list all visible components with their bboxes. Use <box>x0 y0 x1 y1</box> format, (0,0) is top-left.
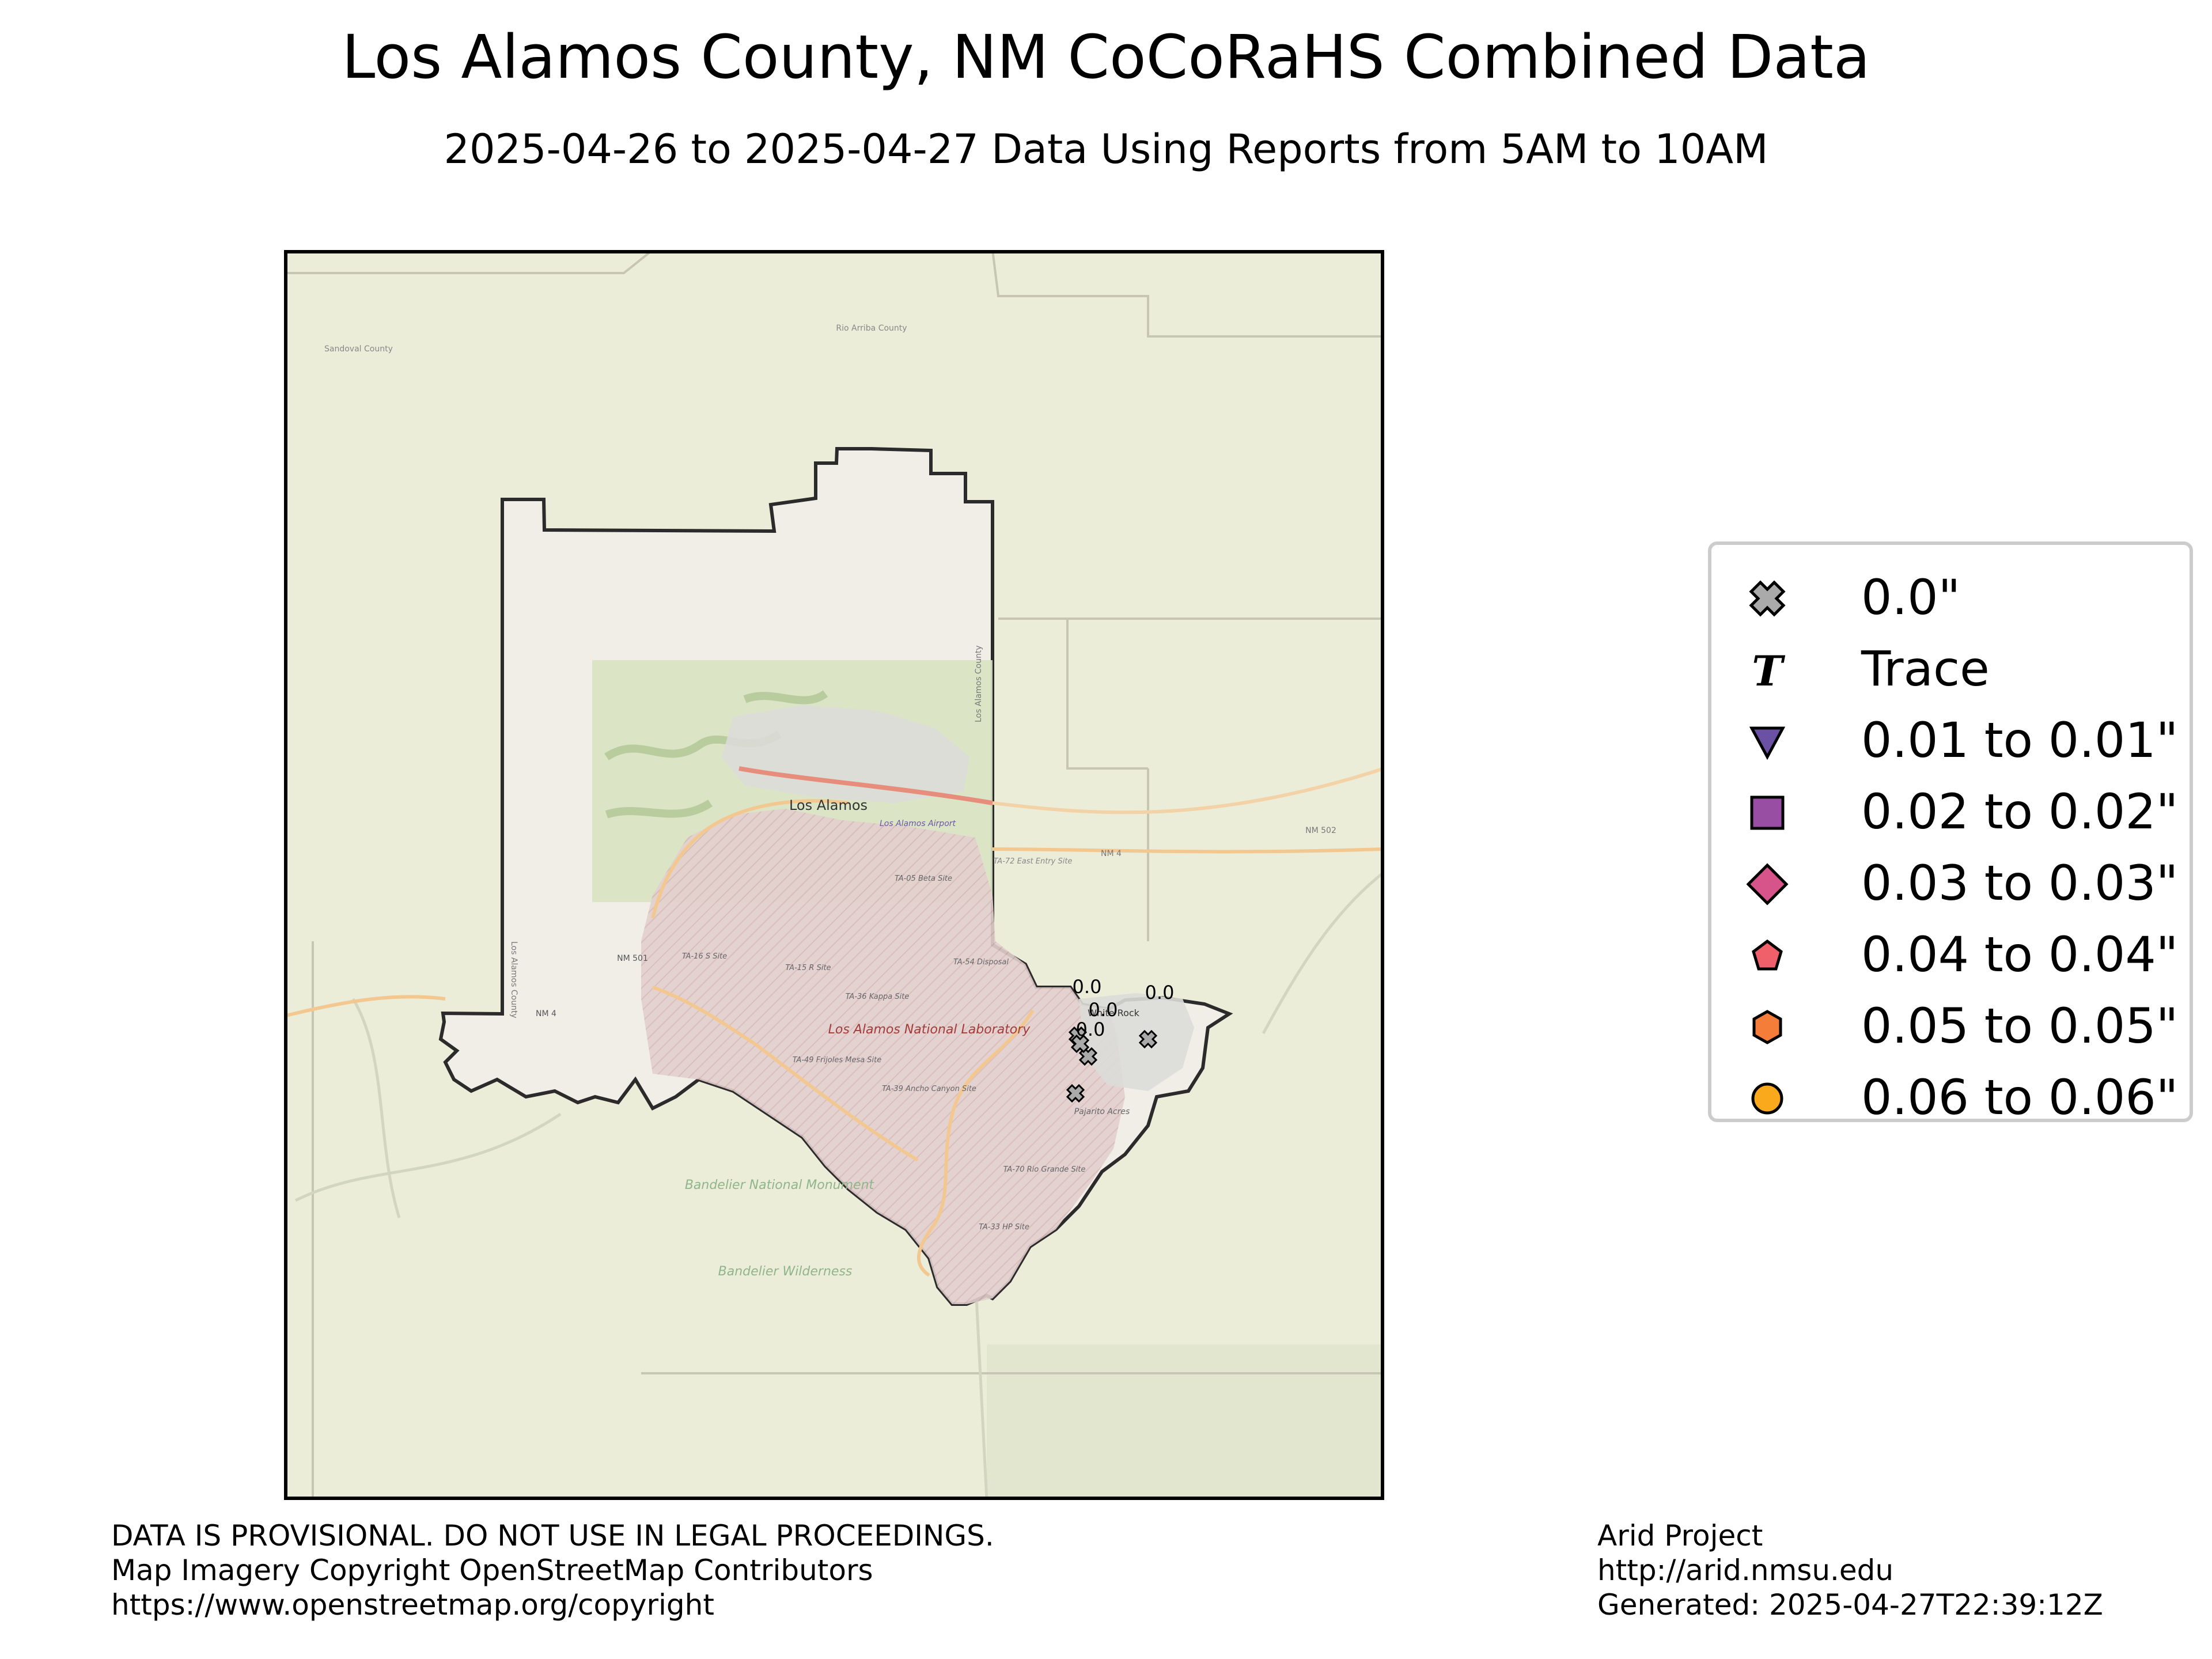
chart-title: Los Alamos County, NM CoCoRaHS Combined … <box>342 22 1870 92</box>
place-label-county-right: Los Alamos County <box>974 645 983 722</box>
place-label-white-rock: White Rock <box>1088 1007 1140 1018</box>
footer-disclaimer: DATA IS PROVISIONAL. DO NOT USE IN LEGAL… <box>111 1518 994 1622</box>
legend-item: 0.04 to 0.04" <box>1711 919 2190 991</box>
legend-label: 0.0" <box>1861 569 1961 626</box>
circle-icon <box>1751 1082 1783 1115</box>
triangle-down-icon <box>1749 726 1786 760</box>
legend-item: 0.0" <box>1711 562 2190 634</box>
x-marker-icon <box>1749 580 1786 617</box>
station-label: 0.0 <box>1073 976 1102 998</box>
legend-label: 0.03 to 0.03" <box>1861 855 2179 911</box>
station-marker[interactable] <box>1066 1084 1085 1103</box>
station-label: 0.0 <box>1076 1018 1105 1040</box>
road-highway <box>738 766 993 805</box>
place-label-ta39: TA-39 Ancho Canyon Site <box>882 1085 976 1093</box>
pentagon-icon <box>1752 939 1783 971</box>
place-label-ta70: TA-70 Rio Grande Site <box>1003 1165 1086 1174</box>
town-area <box>722 705 969 803</box>
place-label-nm4-b: NM 4 <box>1101 849 1122 858</box>
place-label-nm4-a: NM 4 <box>536 1009 556 1018</box>
place-label-ta33: TA-33 HP Site <box>979 1223 1029 1232</box>
place-label-lab: Los Alamos National Laboratory <box>828 1022 1031 1037</box>
stream-lines <box>294 871 1384 1500</box>
place-label-rio-arriba: Rio Arriba County <box>836 324 907 333</box>
place-label-ta36: TA-36 Kappa Site <box>846 993 910 1001</box>
station-marker[interactable] <box>1138 1029 1158 1049</box>
road-nm501 <box>651 799 849 919</box>
legend: 0.0" T Trace 0.01 to 0.01" 0.02 to 0.02"… <box>1708 541 2193 1126</box>
place-label-nm501: NM 501 <box>617 954 648 963</box>
place-label-pajarito: Pajarito Acres <box>1074 1107 1130 1116</box>
place-label-ta15: TA-15 R Site <box>785 964 831 972</box>
legend-label: Trace <box>1861 641 1990 697</box>
footer-line: Map Imagery Copyright OpenStreetMap Cont… <box>111 1554 873 1587</box>
footer-line: Arid Project <box>1597 1519 1763 1552</box>
lab-area[interactable] <box>641 809 1125 1304</box>
legend-label: 0.01 to 0.01" <box>1861 712 2179 768</box>
terrain-shade <box>987 1344 1384 1500</box>
footer-credits: Arid Project http://arid.nmsu.edu Genera… <box>1597 1518 2103 1622</box>
place-label-bandelier-monument: Bandelier National Monument <box>685 1178 875 1192</box>
legend-label: 0.02 to 0.02" <box>1861 783 2179 840</box>
white-rock-area <box>1079 993 1194 1091</box>
footer-line: DATA IS PROVISIONAL. DO NOT USE IN LEGAL… <box>111 1519 994 1552</box>
place-label-los-alamos: Los Alamos <box>789 797 868 813</box>
place-label-ta16: TA-16 S Site <box>682 952 727 961</box>
trace-t-icon: T <box>1752 649 1785 691</box>
legend-label: 0.06 to 0.06" <box>1861 1069 2179 1126</box>
road-nm502 <box>992 767 1384 815</box>
place-label-county-left: Los Alamos County <box>509 941 518 1018</box>
place-label-ta49: TA-49 Frijoles Mesa Site <box>793 1056 882 1065</box>
legend-item: 0.05 to 0.05" <box>1711 991 2190 1062</box>
place-label-sandoval: Sandoval County <box>324 344 393 354</box>
station-label: 0.0 <box>1145 982 1175 1003</box>
station-marker[interactable] <box>1070 1034 1090 1054</box>
legend-label: 0.05 to 0.05" <box>1861 998 2179 1054</box>
place-label-airport: Los Alamos Airport <box>880 819 956 828</box>
map-border <box>284 250 1384 1500</box>
place-label-ta72: TA-72 East Entry Site <box>994 857 1073 866</box>
station-label: 0.0 <box>1089 999 1118 1021</box>
svg-text:T: T <box>1752 649 1785 691</box>
chart-subtitle: 2025-04-26 to 2025-04-27 Data Using Repo… <box>444 126 1768 173</box>
place-label-ta54: TA-54 Disposal <box>953 958 1009 967</box>
diamond-icon <box>1746 863 1789 906</box>
legend-item: 0.06 to 0.06" <box>1711 1062 2190 1134</box>
place-label-bandelier-wilderness: Bandelier Wilderness <box>718 1264 853 1279</box>
place-label-ta05: TA-05 Beta Site <box>895 874 952 883</box>
legend-item: 0.02 to 0.02" <box>1711 777 2190 848</box>
place-label-nm502: NM 502 <box>1305 826 1336 835</box>
footer-line: Generated: 2025-04-27T22:39:12Z <box>1597 1588 2103 1622</box>
legend-label: 0.04 to 0.04" <box>1861 926 2179 983</box>
legend-item: 0.03 to 0.03" <box>1711 848 2190 919</box>
footer-line: https://www.openstreetmap.org/copyright <box>111 1588 714 1622</box>
map-canvas[interactable]: Los Alamos Los Alamos Airport Los Alamos… <box>284 250 1384 1500</box>
road-lab <box>917 1009 1035 1277</box>
legend-item: T Trace <box>1711 634 2190 705</box>
hexagon-icon <box>1752 1010 1782 1044</box>
footer-line: http://arid.nmsu.edu <box>1597 1554 1894 1587</box>
county-boundary-lines <box>284 250 1384 1500</box>
legend-item: 0.01 to 0.01" <box>1711 705 2190 777</box>
square-icon <box>1750 796 1785 830</box>
road-nm4 <box>284 847 1384 1162</box>
map-frame[interactable]: Los Alamos Los Alamos Airport Los Alamos… <box>284 250 1384 1500</box>
